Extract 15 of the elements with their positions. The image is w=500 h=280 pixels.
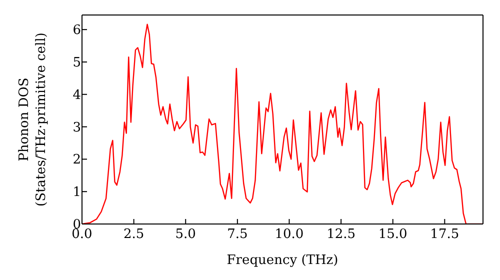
x-tick-label: 17.5 [430, 227, 460, 242]
x-axis-title: Frequency (THz) [226, 253, 338, 268]
x-tick-label: 5.0 [175, 227, 196, 242]
y-tick-label: 5 [72, 55, 81, 70]
y-tick-label: 4 [72, 88, 81, 103]
y-tick-label: 2 [72, 152, 81, 168]
x-tick-label: 7.5 [227, 227, 248, 242]
y-tick-label: 1 [72, 185, 81, 200]
x-tick-label: 12.5 [326, 227, 356, 242]
y-tick-label: 3 [72, 120, 81, 136]
x-tick-label: 15.0 [378, 227, 408, 242]
y-axis-title: Phonon DOS (States/THz·primitive cell) [17, 32, 49, 207]
x-tick-label: 10.0 [274, 227, 304, 242]
x-tick-label: 2.5 [123, 227, 144, 242]
y-tick-label: 6 [72, 23, 81, 38]
